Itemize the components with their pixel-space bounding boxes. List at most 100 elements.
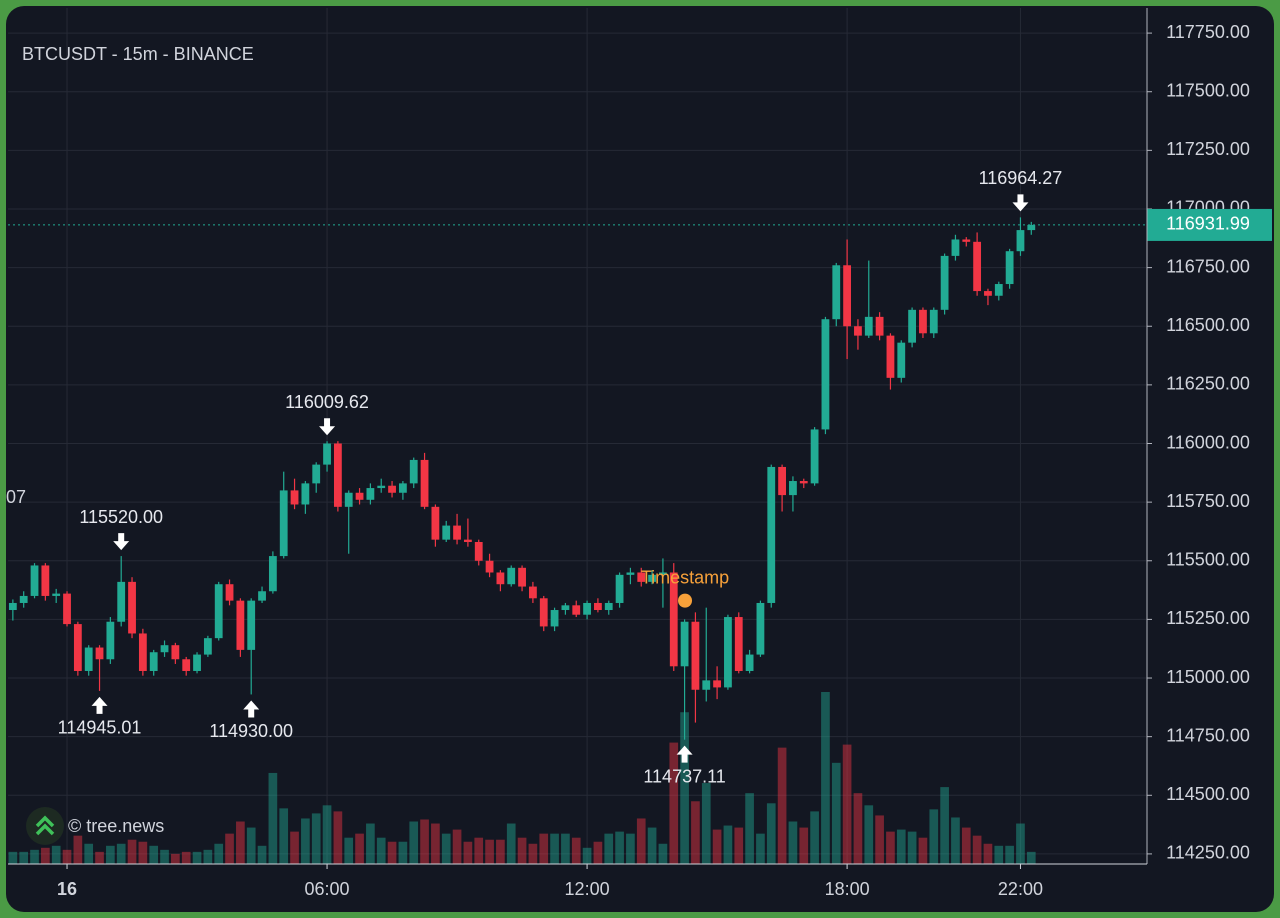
candle-body — [886, 335, 895, 378]
volume-bar — [756, 833, 765, 864]
candle-body — [832, 265, 841, 320]
candles — [8, 217, 1036, 740]
volume-bar — [279, 808, 289, 864]
candle-body — [691, 621, 700, 690]
candle-body — [19, 595, 28, 603]
candle-body — [149, 652, 158, 671]
panel — [6, 6, 1274, 912]
candle-body — [182, 659, 191, 671]
candle-body — [171, 645, 180, 660]
volume-bar — [626, 833, 635, 864]
volume-bar — [409, 821, 419, 864]
annotation-label: 114737.11 — [643, 766, 725, 786]
watermark-logo — [26, 807, 64, 845]
volume-bar — [864, 805, 874, 864]
volume-bar — [1005, 845, 1014, 864]
candle-body — [193, 654, 201, 671]
volume-bar — [701, 783, 711, 864]
volume-bar — [506, 823, 516, 864]
volume-bar — [528, 843, 538, 864]
candle-body — [984, 291, 992, 296]
volume-bar — [225, 833, 234, 864]
candle-body — [615, 574, 624, 603]
volume-bar — [301, 818, 310, 864]
volume-bar — [376, 837, 386, 864]
y-tick-label: 115500.00 — [1166, 550, 1250, 570]
volume-bar — [8, 851, 18, 864]
candle-body — [138, 633, 147, 671]
volume-bar — [431, 823, 440, 864]
candle-body — [734, 617, 743, 671]
volume-bar — [452, 829, 462, 864]
annotation-arrow — [1012, 194, 1029, 212]
candle-body — [962, 239, 971, 242]
volume-bar — [961, 827, 971, 864]
candle-body — [279, 490, 288, 557]
y-tick-label: 116750.00 — [1166, 256, 1250, 276]
volume-bar — [712, 829, 722, 864]
annotation-label: 116964.27 — [979, 168, 1063, 188]
y-tick-label: 116000.00 — [1166, 432, 1250, 452]
candle-body — [409, 459, 418, 484]
y-tick-label: 114250.00 — [1166, 843, 1250, 863]
y-tick-label: 116250.00 — [1166, 374, 1250, 394]
annotation-label: 114930.00 — [209, 721, 293, 741]
last-price-box — [1147, 208, 1272, 241]
volume-bar — [853, 793, 863, 864]
candle-body — [1005, 251, 1014, 285]
candle-body — [940, 255, 949, 310]
grid — [8, 8, 1147, 864]
candle-body — [854, 326, 862, 336]
volume-bar — [766, 803, 776, 864]
candle-body — [203, 638, 212, 655]
volume-bar — [734, 827, 744, 864]
volume-bar — [344, 837, 354, 864]
volume-bar — [355, 833, 364, 864]
y-tick-label: 116500.00 — [1166, 315, 1250, 335]
candle-body — [442, 525, 451, 540]
volume-bar — [160, 849, 169, 864]
candle-body — [507, 567, 516, 585]
candle-body — [875, 316, 884, 336]
candle-body — [247, 600, 256, 650]
x-tick-label: 16 — [57, 879, 77, 899]
candle-body — [225, 584, 234, 601]
candle-body — [290, 490, 299, 505]
volume-bar — [127, 839, 137, 864]
watermark: © tree.news — [68, 816, 164, 836]
volume-bar — [929, 809, 939, 864]
candle-body — [973, 241, 982, 292]
candle-body — [799, 481, 808, 484]
candle-body — [529, 586, 537, 599]
volume-pane — [8, 692, 1036, 864]
volume-bar — [441, 833, 451, 864]
volume-bar — [246, 827, 256, 864]
annotation-label: 114945.01 — [58, 718, 142, 738]
candle-body — [8, 602, 17, 611]
candle-body — [388, 485, 396, 493]
candle-body — [355, 492, 364, 500]
annotation-arrow — [676, 745, 693, 763]
volume-bar — [333, 811, 343, 864]
candle-body — [301, 483, 310, 505]
volume-bar — [940, 787, 949, 864]
volume-bar — [214, 843, 224, 864]
volume-bar — [322, 805, 332, 864]
annotation-label: 115520.00 — [79, 507, 163, 527]
volume-bar — [745, 793, 754, 864]
candle-body — [594, 602, 602, 611]
volume-bar — [181, 851, 191, 864]
volume-bar — [615, 831, 624, 864]
candle-body — [724, 617, 732, 688]
candle-body — [30, 565, 39, 596]
candle-body — [767, 466, 776, 603]
candle-body — [583, 602, 591, 615]
annotation-label: 116009.62 — [285, 392, 369, 412]
volume-bar — [485, 839, 494, 864]
candle-body — [73, 624, 82, 671]
volume-bar — [582, 847, 592, 864]
y-tick-label: 117250.00 — [1166, 139, 1250, 159]
volume-bar — [496, 839, 505, 864]
candle-body — [1016, 230, 1025, 252]
